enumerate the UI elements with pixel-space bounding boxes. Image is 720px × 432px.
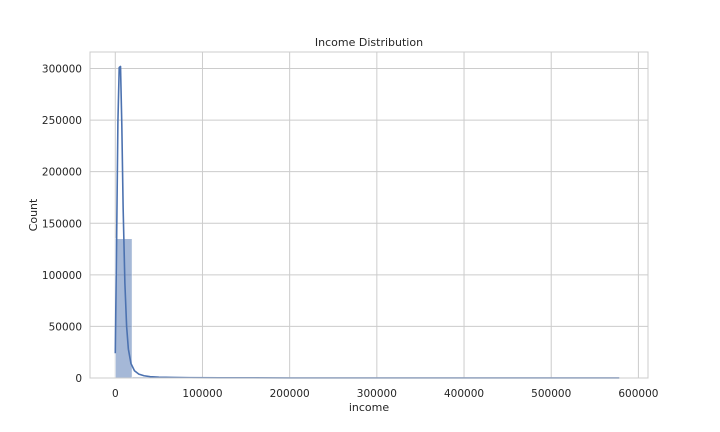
x-tick-label: 400000 [444,388,484,400]
x-axis-ticks: 0 100000 200000 300000 400000 500000 600000 [112,388,659,400]
x-tick-label: 200000 [270,388,310,400]
chart-title: Income Distribution [315,36,423,49]
y-tick-label: 100000 [42,270,82,282]
histogram-bars [114,238,200,379]
x-tick-label: 300000 [357,388,397,400]
plot-frame [89,51,649,379]
y-axis-ticks: 0 50000 100000 150000 200000 250000 300000 [42,64,82,385]
y-tick-label: 200000 [42,167,82,179]
y-tick-label: 50000 [49,321,82,333]
x-tick-label: 600000 [618,388,658,400]
y-tick-label: 300000 [42,64,82,76]
y-tick-label: 0 [75,373,82,385]
kde-curve [114,65,620,379]
y-tick-label: 150000 [42,218,82,230]
grid [90,52,648,379]
x-tick-label: 500000 [531,388,571,400]
y-axis-label: Count [27,198,40,231]
x-tick-label: 100000 [182,388,222,400]
x-axis-label: income [349,401,390,414]
kde-line [114,65,620,379]
y-tick-label: 250000 [42,115,82,127]
x-tick-label: 0 [112,388,119,400]
